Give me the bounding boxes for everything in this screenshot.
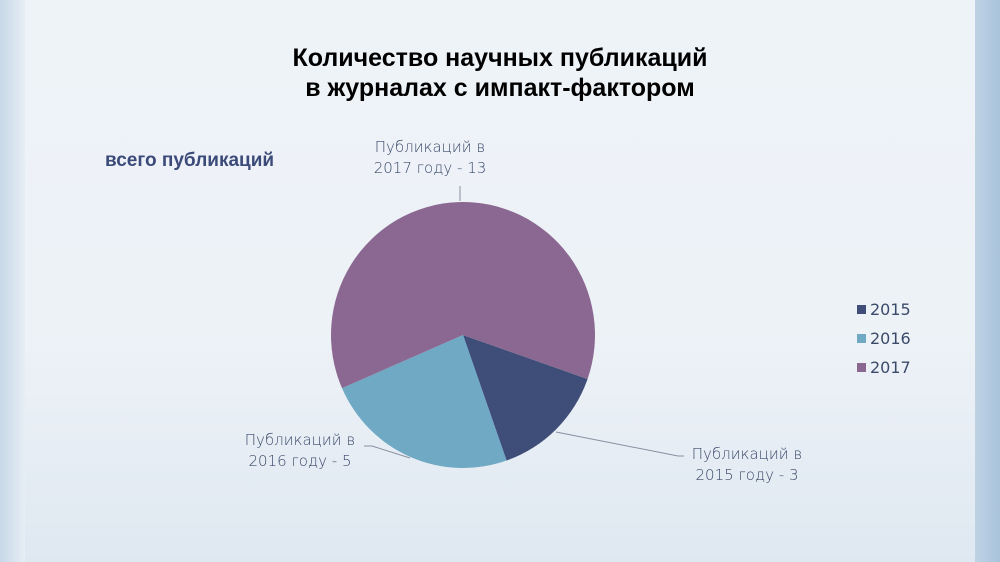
data-label-2016-line1: Публикаций в xyxy=(244,431,356,449)
title-line-2: в журналах с импакт-фактором xyxy=(305,74,695,102)
data-label-2015: Публикаций в 2015 году - 3 xyxy=(672,444,822,486)
legend-item-2017: 2017 xyxy=(857,353,911,382)
data-label-2017-line2: 2017 году - 13 xyxy=(373,159,487,177)
data-label-2017-line1: Публикаций в xyxy=(374,138,486,156)
data-label-2017: Публикаций в 2017 году - 13 xyxy=(355,137,505,179)
data-label-2016-line2: 2016 году - 5 xyxy=(248,452,352,470)
data-label-2015-line2: 2015 году - 3 xyxy=(695,466,799,484)
pie-slice-2015 xyxy=(463,335,588,461)
legend-item-2016: 2016 xyxy=(857,324,911,353)
pie-slice-2016 xyxy=(342,335,507,469)
leader-line-2016 xyxy=(364,445,411,459)
legend-swatch-2017 xyxy=(857,363,866,372)
title-line-1: Количество научных публикаций xyxy=(292,44,708,72)
legend-item-2015: 2015 xyxy=(857,295,911,324)
data-label-2015-line1: Публикаций в xyxy=(691,445,803,463)
leader-line-2015 xyxy=(555,431,684,457)
legend-label-2015: 2015 xyxy=(870,300,911,319)
data-label-2016: Публикаций в 2016 году - 5 xyxy=(225,430,375,472)
chart-subtitle: всего публикаций xyxy=(105,150,275,171)
legend-label-2017: 2017 xyxy=(870,358,911,377)
legend-swatch-2015 xyxy=(857,305,866,314)
chart-title: Количество научных публикаций в журналах… xyxy=(0,43,1000,103)
legend-label-2016: 2016 xyxy=(870,329,911,348)
legend-swatch-2016 xyxy=(857,334,866,343)
legend: 2015 2016 2017 xyxy=(857,295,911,382)
pie-slice-2017 xyxy=(331,202,595,389)
